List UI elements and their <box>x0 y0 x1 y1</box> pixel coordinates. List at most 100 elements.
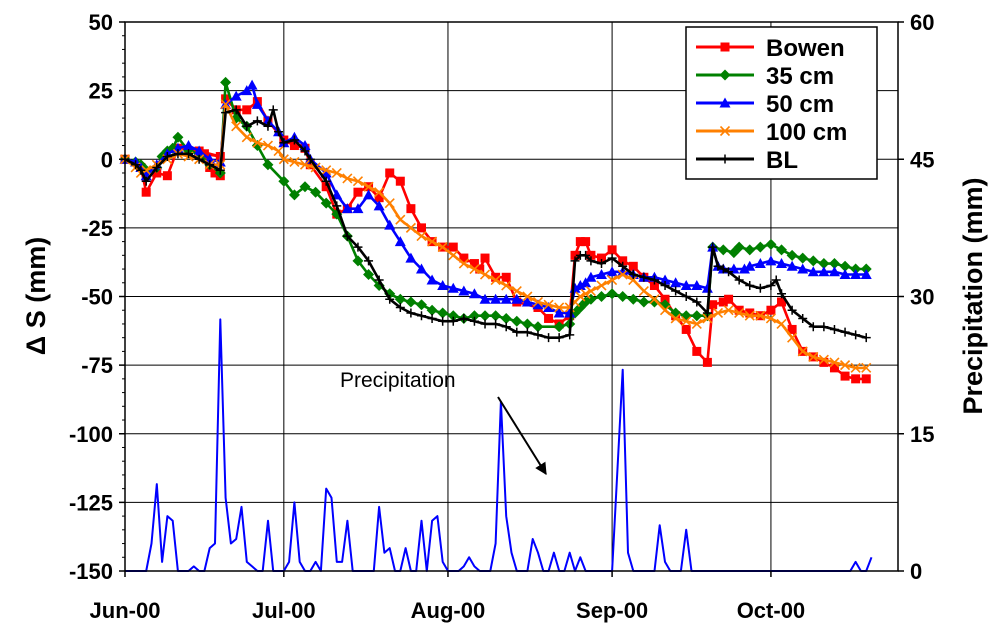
data-point-bl <box>570 256 580 266</box>
data-point-bl <box>279 138 289 148</box>
data-point-100-cm <box>405 222 416 233</box>
data-series <box>119 76 872 384</box>
data-point-100-cm <box>712 307 724 319</box>
data-point-50-cm <box>241 85 253 96</box>
data-point-bowen <box>475 264 485 274</box>
data-point-bl <box>321 176 331 186</box>
data-point-bl <box>136 165 146 175</box>
x-tick-label: Aug-00 <box>411 598 486 623</box>
data-point-35-cm <box>744 244 756 256</box>
data-point-bl <box>702 308 712 318</box>
data-point-35-cm <box>479 310 491 322</box>
series-precipitation <box>125 318 873 572</box>
data-point-bl <box>152 162 162 172</box>
y-right-tick-label: 30 <box>910 285 934 310</box>
data-point-100-cm <box>585 285 596 297</box>
data-point-35-cm <box>786 249 798 261</box>
data-point-bl <box>512 327 522 337</box>
data-point-bowen <box>141 187 151 197</box>
data-point-bowen <box>501 272 511 282</box>
y-right-tick-label: 60 <box>910 10 934 35</box>
y-left-tick-label: -25 <box>81 216 113 241</box>
data-point-bl <box>491 319 501 329</box>
data-point-bowen <box>607 245 617 255</box>
data-point-100-cm <box>469 263 480 275</box>
data-point-bl <box>649 275 659 285</box>
data-point-bl <box>829 324 839 334</box>
data-point-50-cm <box>384 219 396 230</box>
data-point-bl <box>162 152 172 162</box>
data-point-100-cm <box>273 145 284 157</box>
data-point-100-cm <box>532 296 544 308</box>
data-point-50-cm <box>580 277 592 288</box>
data-point-50-cm <box>596 269 608 280</box>
data-point-bl <box>332 201 342 211</box>
data-point-bl <box>263 121 273 131</box>
data-point-35-cm <box>352 255 364 267</box>
data-point-bowen <box>708 300 718 310</box>
data-point-35-cm <box>521 318 533 330</box>
data-point-bl <box>660 281 670 291</box>
data-point-bl <box>777 289 787 299</box>
data-point-50-cm <box>860 269 872 280</box>
data-point-100-cm <box>617 269 628 280</box>
data-point-50-cm <box>670 277 682 288</box>
data-point-50-cm <box>511 293 523 304</box>
data-point-35-cm <box>797 252 809 264</box>
data-point-35-cm <box>648 296 660 308</box>
data-point-35-cm <box>638 296 650 308</box>
data-point-bl <box>618 261 628 271</box>
data-point-50-cm <box>246 79 258 90</box>
data-point-100-cm <box>755 310 766 321</box>
data-point-35-cm <box>468 310 480 322</box>
data-point-bl <box>364 256 374 266</box>
data-point-35-cm <box>765 238 777 250</box>
data-point-35-cm <box>500 312 512 324</box>
data-point-bl <box>597 259 607 269</box>
data-point-bl <box>724 267 734 277</box>
data-point-bowen <box>395 176 405 186</box>
data-point-35-cm <box>596 291 608 302</box>
data-point-100-cm <box>575 291 586 302</box>
data-point-50-cm <box>850 269 862 280</box>
data-point-100-cm <box>241 132 252 143</box>
data-point-bowen <box>570 250 580 260</box>
data-point-50-cm <box>193 145 205 156</box>
series-bl <box>120 105 871 343</box>
data-point-bl <box>861 333 871 343</box>
legend-marker-bl <box>720 154 730 164</box>
data-point-100-cm <box>659 305 671 316</box>
data-point-bowen <box>353 187 363 197</box>
legend-label-bowen: Bowen <box>766 35 845 62</box>
data-point-bowen <box>649 281 659 291</box>
data-point-50-cm <box>776 258 788 269</box>
y-left-tick-label: -75 <box>81 353 113 378</box>
data-point-bl <box>231 105 241 115</box>
data-point-bowen <box>448 242 458 252</box>
data-point-bl <box>305 154 315 164</box>
data-point-35-cm <box>288 189 300 201</box>
data-point-35-cm <box>172 131 184 143</box>
data-point-bowen <box>819 357 829 367</box>
data-point-bl <box>745 281 755 291</box>
data-point-bowen <box>724 294 734 304</box>
data-point-50-cm <box>543 301 555 312</box>
data-point-bl <box>692 297 702 307</box>
data-point-100-cm <box>299 159 311 170</box>
data-point-100-cm <box>437 242 448 253</box>
data-point-50-cm <box>553 307 565 318</box>
data-point-100-cm <box>501 280 512 291</box>
data-point-bowen <box>766 305 776 315</box>
data-point-50-cm <box>659 274 671 285</box>
data-point-35-cm <box>278 175 290 187</box>
data-point-50-cm <box>807 266 819 277</box>
data-point-bowen <box>305 160 315 170</box>
data-point-bl <box>274 127 284 137</box>
data-point-bl <box>448 316 458 326</box>
data-point-bl <box>252 116 262 126</box>
data-point-bl <box>438 316 448 326</box>
data-point-bl <box>221 108 231 118</box>
data-point-100-cm <box>797 346 808 357</box>
data-point-bl <box>798 313 808 323</box>
